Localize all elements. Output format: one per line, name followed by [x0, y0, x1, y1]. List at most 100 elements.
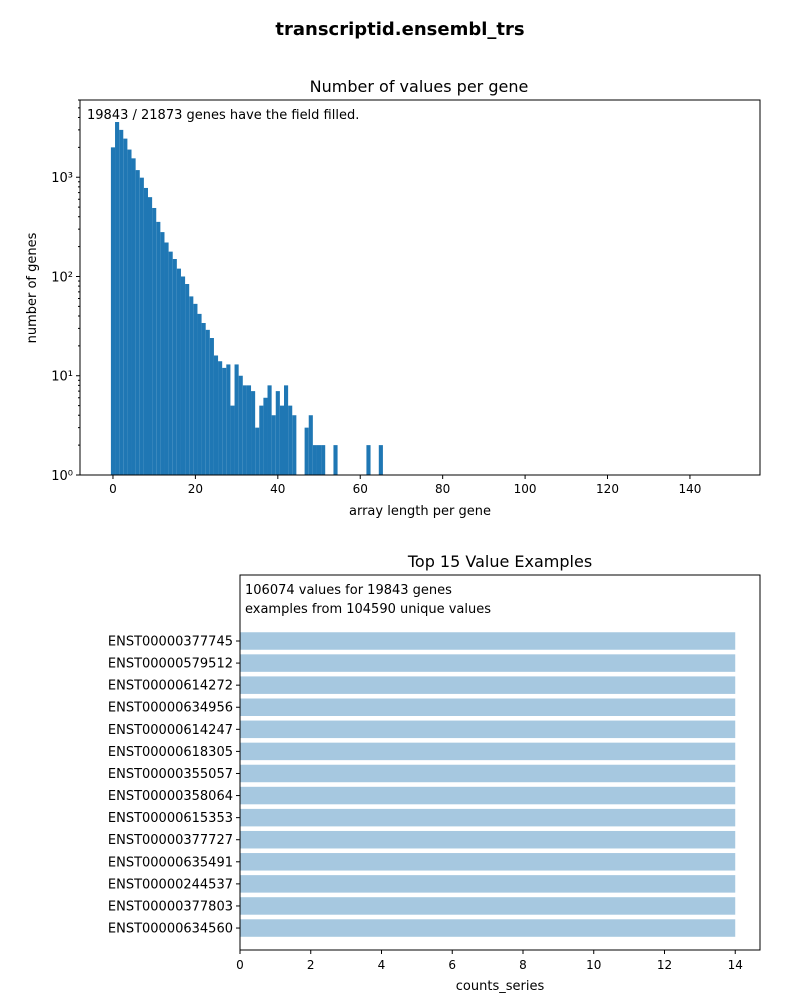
top-values-bar [240, 632, 736, 650]
histogram-bar [119, 129, 124, 475]
histogram-bar [366, 445, 371, 475]
top-values-bar [240, 654, 736, 672]
histogram-bar [160, 232, 165, 475]
histogram-x-tick-label: 100 [514, 482, 537, 496]
top-values-category-label: ENST00000635491 [108, 855, 233, 870]
top-values-x-tick-label: 6 [448, 958, 456, 972]
histogram-bar [218, 361, 223, 475]
histogram-bar [271, 415, 276, 475]
top-values-category-labels: ENST00000377745 ENST00000579512 ENST000006… [108, 635, 240, 937]
histogram-x-tick-label: 120 [596, 482, 619, 496]
histogram-bar [110, 147, 116, 475]
histogram-y-tick-label: 10² [51, 270, 73, 285]
histogram-bar [284, 385, 289, 475]
top-values-category-label: ENST00000377727 [108, 833, 233, 848]
histogram-bar [333, 445, 338, 475]
histogram-bar [193, 303, 198, 475]
top-values-bar [240, 786, 736, 805]
top-values-bar [240, 897, 736, 915]
top-values-bar [240, 808, 736, 827]
histogram-bar [152, 207, 157, 476]
histogram-bar [185, 284, 190, 475]
figure-title: transcriptid.ensembl_trs [275, 19, 524, 40]
histogram-bar [180, 276, 186, 475]
histogram-x-tick-label: 80 [435, 482, 450, 496]
top-values-category-label: ENST00000244537 [108, 877, 233, 892]
top-values-bar [240, 720, 736, 739]
histogram-bar [238, 375, 243, 475]
top-values-bar [240, 875, 736, 893]
histogram-bar [242, 385, 247, 475]
top-values-category-label: ENST00000615353 [108, 811, 233, 826]
histogram-bar [230, 405, 235, 475]
histogram-bar [123, 138, 128, 475]
top-values-category-label: ENST00000618305 [108, 745, 233, 760]
histogram-x-label: array length per gene [349, 504, 491, 519]
histogram-bar [139, 177, 144, 475]
top-values-category-label: ENST00000634560 [108, 922, 233, 937]
top-values-x-tick-label: 4 [378, 958, 386, 972]
histogram-x-tick-label: 0 [109, 482, 117, 496]
histogram-bar [197, 313, 202, 475]
histogram-bar [259, 405, 264, 475]
histogram-bar [148, 197, 153, 476]
histogram-bar [267, 385, 272, 475]
histogram-bar [255, 427, 260, 475]
histogram-bar [156, 221, 161, 475]
histogram-bar [205, 329, 210, 475]
top-values-category-label: ENST00000614247 [108, 723, 233, 738]
histogram-x-tick-label: 20 [188, 482, 203, 496]
top-values-bars [240, 632, 736, 937]
top-values-bar [240, 853, 736, 871]
histogram-bar [201, 322, 206, 475]
histogram-x-tick-label: 60 [353, 482, 368, 496]
top-values-bar [240, 764, 736, 783]
histogram-x-tick-label: 40 [270, 482, 285, 496]
histogram-bar [308, 415, 313, 475]
top-values-bar [240, 830, 736, 849]
histogram-bar [275, 391, 280, 475]
histogram-bar [143, 187, 148, 475]
histogram-bar [292, 415, 297, 475]
top-values-bar [240, 919, 736, 937]
histogram-y-label: number of genes [25, 232, 40, 343]
histogram-bar [279, 405, 284, 475]
histogram-bar [316, 445, 322, 475]
histogram-bar [131, 158, 136, 475]
histogram-bar [304, 427, 309, 475]
top-values-x-ticks: 0 2 4 6 8 10 12 14 [236, 950, 743, 972]
top-values-category-label: ENST00000634956 [108, 701, 233, 716]
top-values-bar [240, 676, 736, 694]
histogram-bar [172, 259, 177, 475]
histogram-bar [213, 355, 219, 475]
top-values-x-tick-label: 8 [519, 958, 527, 972]
top-values-panel: Top 15 Value Examples ENST00000377745ENS… [108, 552, 761, 994]
top-values-category-label: ENST00000614272 [108, 679, 233, 694]
histogram-x-ticks: 0 20 40 60 80 100 120 140 [109, 475, 701, 496]
histogram-bar [189, 296, 194, 475]
histogram-bar [378, 445, 383, 475]
histogram-bar [263, 397, 268, 475]
histogram-frame [79, 99, 761, 476]
top-values-x-tick-label: 12 [657, 958, 672, 972]
histogram-bar [115, 122, 120, 475]
top-values-frame [239, 574, 761, 951]
histogram-x-tick-label: 140 [678, 482, 701, 496]
top-values-bar [240, 698, 736, 716]
histogram-bar [176, 268, 181, 475]
histogram-annotation: 19843 / 21873 genes have the field fille… [87, 108, 359, 123]
histogram-bar [127, 149, 132, 475]
histogram-bar [246, 385, 252, 475]
top-values-x-tick-label: 0 [236, 958, 244, 972]
histogram-panel: Number of values per gene 0 20 40 60 80 100 12… [25, 77, 761, 519]
histogram-bar [321, 445, 326, 475]
top-values-category-label: ENST00000355057 [108, 767, 233, 782]
top-values-category-label: ENST00000377803 [108, 899, 233, 914]
top-values-category-label: ENST00000579512 [108, 657, 233, 672]
histogram-bar [226, 364, 231, 475]
histogram-y-tick-label: 10³ [51, 171, 73, 186]
top-values-title: Top 15 Value Examples [407, 552, 592, 571]
top-values-x-tick-label: 14 [728, 958, 743, 972]
top-values-x-label: counts_series [456, 979, 545, 994]
